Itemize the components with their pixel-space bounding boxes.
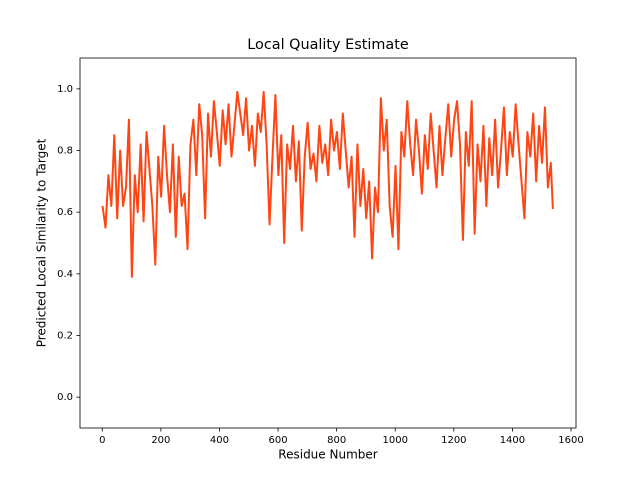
y-axis-label: Predicted Local Similarity to Target [35, 138, 49, 347]
chart-title: Local Quality Estimate [247, 37, 409, 53]
y-tick-label: 0.8 [57, 146, 73, 157]
x-tick-label: 1600 [558, 435, 583, 446]
x-tick-label: 0 [99, 435, 105, 446]
y-tick-label: 0.0 [57, 392, 73, 403]
data-line [101, 90, 554, 278]
x-tick-label: 1400 [500, 435, 525, 446]
x-axis-label: Residue Number [278, 448, 377, 462]
x-tick-label: 200 [151, 435, 170, 446]
x-tick-label: 1000 [383, 435, 408, 446]
plot-frame [79, 57, 577, 429]
y-tick-label: 0.6 [57, 207, 73, 218]
x-tick-label: 1200 [441, 435, 466, 446]
y-tick-label: 0.4 [57, 269, 73, 280]
y-tick-label: 0.2 [57, 331, 73, 342]
x-tick-label: 400 [210, 435, 229, 446]
x-tick-label: 800 [327, 435, 346, 446]
x-tick-label: 600 [269, 435, 288, 446]
y-tick-label: 1.0 [57, 84, 73, 95]
